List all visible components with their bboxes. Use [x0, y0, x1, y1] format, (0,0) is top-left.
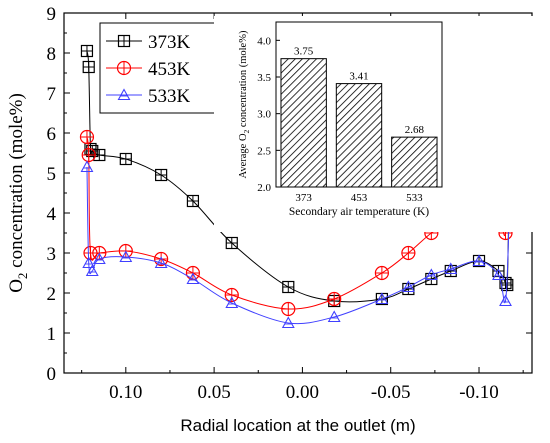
marker-circle — [401, 245, 416, 261]
marker-triangle — [186, 272, 200, 285]
inset-y-tick-label: 3.0 — [257, 109, 271, 121]
x-tick-label: 0.10 — [109, 382, 142, 403]
y-tick-label: 6 — [47, 124, 57, 145]
marker-circle — [374, 265, 389, 281]
marker-square — [117, 34, 131, 48]
inset-bar — [391, 136, 438, 188]
inset-bar — [335, 83, 383, 188]
marker-circle — [281, 301, 296, 317]
marker-square — [225, 236, 238, 250]
inset-y-tick-label: 2.5 — [257, 145, 271, 157]
x-axis-label: Radial location at the outlet (m) — [180, 416, 415, 435]
y-tick-label: 1 — [47, 324, 57, 345]
marker-triangle — [499, 294, 512, 307]
inset-bar-value-label: 2.68 — [405, 124, 425, 136]
y-axis-label-rest: concentration (mole%) — [6, 93, 27, 272]
y-tick-label: 4 — [47, 204, 57, 225]
inset-y-axis-label: Average O2 concentration (mole%) — [238, 30, 251, 178]
inset-x-tick-label: 373 — [295, 192, 312, 204]
y-tick-label: 7 — [47, 84, 57, 105]
inset-y-axis-label-subscript: 2 — [242, 129, 251, 133]
x-tick-label: 0.00 — [286, 382, 319, 403]
marker-triangle — [119, 250, 133, 263]
marker-square — [80, 44, 94, 58]
legend-label: 453K — [148, 59, 191, 80]
inset-x-tick-label: 533 — [406, 192, 423, 204]
y-tick-label: 2 — [47, 284, 57, 305]
legend: 373K 453K 533K — [99, 22, 216, 114]
inset-bar-chart: 2.0 2.5 3.0 3.5 4.0 373 453 533 3.75 3.41 2.68 Se… — [214, 16, 534, 232]
y-tick-label: 0 — [47, 364, 57, 385]
marker-circle — [327, 291, 342, 307]
inset-y-tick-label: 2.0 — [257, 182, 271, 194]
series-533K — [80, 146, 518, 329]
inset-x-tick-label: 453 — [351, 192, 368, 204]
inset-bar-value-label: 3.41 — [349, 71, 368, 83]
inset-y-tick-label: 3.5 — [257, 72, 271, 84]
marker-triangle — [424, 268, 438, 281]
y-axis-label-subscript: 2 — [15, 273, 30, 280]
marker-circle — [224, 287, 239, 303]
inset-bar-value-label: 3.75 — [294, 46, 314, 58]
y-tick-label: 3 — [47, 244, 57, 265]
marker-triangle — [375, 292, 389, 305]
marker-triangle — [154, 256, 168, 269]
marker-square — [186, 194, 200, 208]
marker-square — [155, 168, 168, 182]
marker-triangle — [92, 252, 106, 265]
marker-square — [82, 60, 95, 74]
inset-y-axis-label-main: Average O — [238, 133, 249, 178]
marker-square — [492, 264, 505, 278]
marker-circle — [81, 147, 96, 163]
inset-bars-group: 3.75 3.41 2.68 — [280, 46, 438, 188]
marker-triangle — [492, 268, 505, 281]
marker-triangle — [472, 254, 486, 267]
marker-triangle — [327, 310, 341, 323]
marker-triangle — [444, 262, 458, 275]
inset-y-tick-label: 4.0 — [257, 35, 271, 47]
x-tick-label: -0.10 — [459, 382, 499, 403]
legend-label: 373K — [148, 32, 191, 53]
y-tick-label: 8 — [47, 44, 57, 65]
marker-triangle — [117, 88, 131, 101]
marker-circle — [79, 129, 95, 145]
y-axis-label-main: O — [6, 279, 27, 293]
marker-square — [119, 152, 132, 166]
marker-triangle — [225, 296, 239, 309]
marker-triangle — [82, 256, 96, 269]
marker-square — [282, 280, 295, 294]
x-tick-label: 0.05 — [197, 382, 230, 403]
x-tick-label: -0.05 — [371, 382, 411, 403]
y-tick-label: 9 — [47, 4, 57, 25]
y-axis-label: O2 concentration (mole%) — [6, 93, 30, 293]
marker-triangle — [85, 264, 99, 277]
legend-label: 533K — [148, 86, 191, 107]
marker-triangle — [401, 280, 415, 293]
inset-x-axis-label: Secondary air temperature (K) — [289, 206, 429, 218]
marker-triangle — [281, 316, 295, 329]
inset-bar — [280, 58, 327, 188]
marker-triangle — [80, 160, 94, 173]
y-tick-label: 5 — [47, 164, 57, 185]
inset-y-axis-label-rest: concentration (mole%) — [238, 30, 249, 130]
marker-circle — [116, 60, 132, 76]
